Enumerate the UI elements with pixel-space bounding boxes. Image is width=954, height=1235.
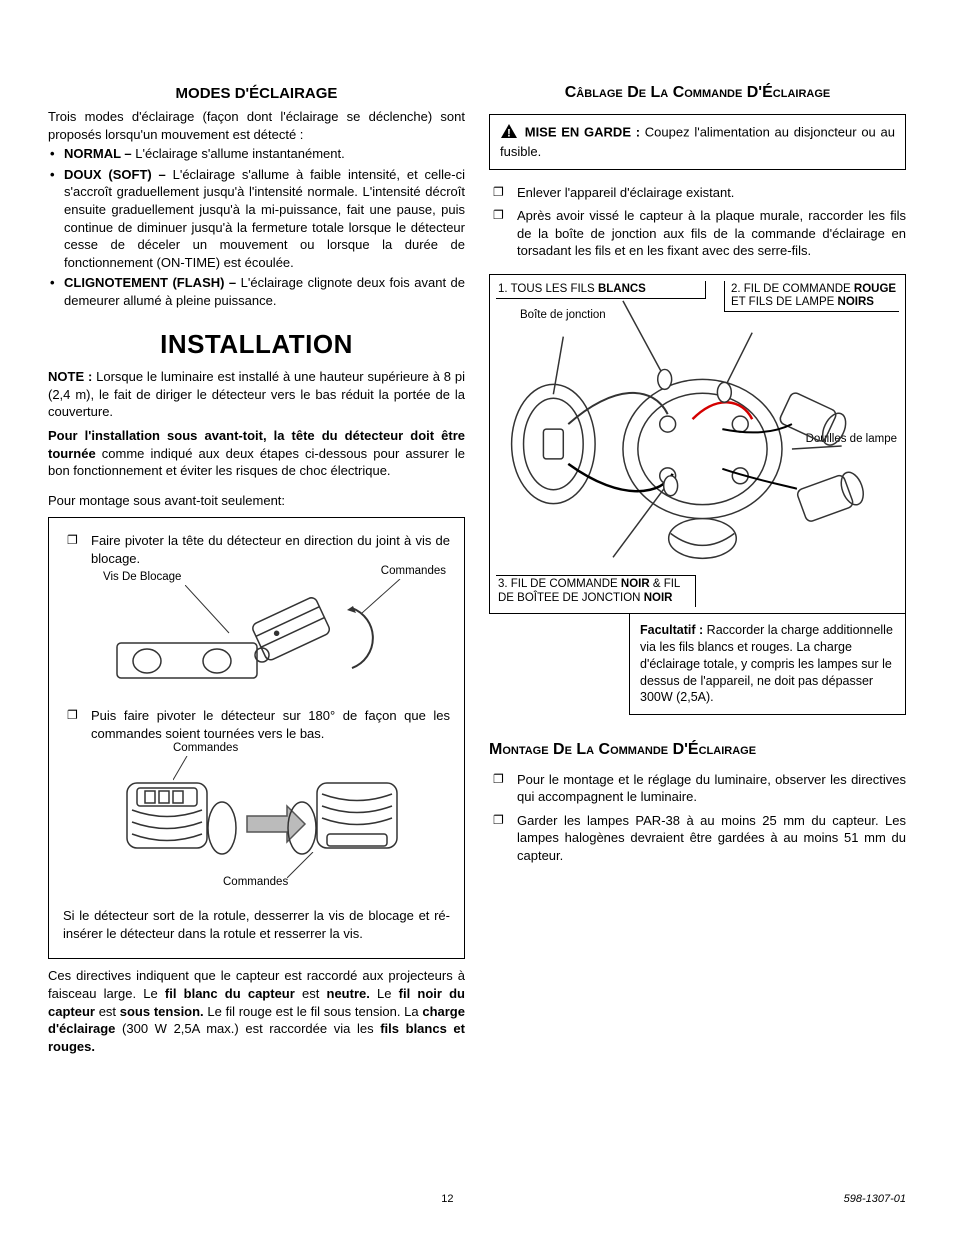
soffit-step-1: Faire pivoter la tête du détecteur en di… xyxy=(63,532,450,567)
mounting-steps: Pour le montage et le réglage du luminai… xyxy=(489,771,906,865)
mode-soft: DOUX (SOFT) – L'éclairage s'allume à fai… xyxy=(48,166,465,271)
optional-box: Facultatif : Raccorder la charge addi­ti… xyxy=(629,614,906,715)
wiring-summary: Ces directives indiquent que le capteur … xyxy=(48,967,465,1055)
installation-heading: INSTALLATION xyxy=(48,327,465,362)
footer-page-number: 12 xyxy=(51,1193,844,1205)
mount-step-b: Garder les lampes PAR-38 à au moins 25 m… xyxy=(489,812,906,865)
note-paragraph: NOTE : Lorsque le luminaire est installé… xyxy=(48,368,465,421)
ball-joint-note: Si le détecteur sort de la rotule, desse… xyxy=(63,907,450,942)
label-vis-de-blocage: Vis De Blocage xyxy=(103,571,181,584)
mode-flash: CLIGNOTEMENT (FLASH) – L'éclairage clign… xyxy=(48,274,465,309)
wiring-heading: Câblage De La Commande D'Éclairage xyxy=(489,82,906,104)
page-footer: 12 598-1307-01 xyxy=(48,1193,906,1205)
soffit-steps-box: Faire pivoter la tête du détecteur en di… xyxy=(48,517,465,959)
mounting-heading: Montage De La Commande D'Éclairage xyxy=(489,739,906,761)
mount-step-a: Pour le montage et le réglage du luminai… xyxy=(489,771,906,806)
label-commandes-1: Commandes xyxy=(381,565,446,578)
warning-box: ! MISE EN GARDE : Coupez l'alimentation … xyxy=(489,114,906,170)
soffit-paragraph: Pour l'installation sous avant-toit, la … xyxy=(48,427,465,480)
soffit-only: Pour montage sous avant-toit seulement: xyxy=(48,492,465,510)
wiring-diagram-box: 1. TOUS LES FILS BLANCS 2. FIL DE COMMAN… xyxy=(489,274,906,614)
leader-line-3 xyxy=(173,756,203,786)
soffit-step-2: Puis faire pivoter le détecteur sur 180°… xyxy=(63,707,450,742)
modes-heading: MODES D'ÉCLAIRAGE xyxy=(48,84,465,104)
wiring-steps: Enlever l'appareil d'éclairage existant.… xyxy=(489,184,906,260)
mode-normal: NORMAL – L'éclairage s'allume instantané… xyxy=(48,145,465,163)
wiring-svg xyxy=(490,275,905,613)
modes-list: NORMAL – L'éclairage s'allume instantané… xyxy=(48,145,465,309)
label-commandes-2a: Commandes xyxy=(173,742,238,755)
leader-line-4 xyxy=(287,852,317,880)
svg-text:!: ! xyxy=(507,127,511,139)
diagram-pivot-2 xyxy=(97,748,417,888)
wiring-step-a: Enlever l'appareil d'éclairage existant. xyxy=(489,184,906,202)
leader-line-1 xyxy=(185,585,235,635)
label-commandes-2b: Commandes xyxy=(223,876,288,889)
warning-icon: ! xyxy=(500,123,518,144)
left-column: MODES D'ÉCLAIRAGE Trois modes d'éclairag… xyxy=(48,60,465,1185)
footer-doc-number: 598-1307-01 xyxy=(844,1193,906,1205)
modes-intro: Trois modes d'éclairage (façon dont l'éc… xyxy=(48,108,465,143)
wiring-step-b: Après avoir vissé le capteur à la plaque… xyxy=(489,207,906,260)
leader-line-2 xyxy=(362,579,402,619)
right-column: Câblage De La Commande D'Éclairage ! MIS… xyxy=(489,60,906,1185)
